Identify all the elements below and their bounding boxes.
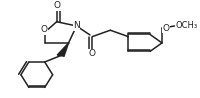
- Polygon shape: [57, 43, 69, 56]
- Text: O: O: [53, 1, 60, 10]
- Text: O: O: [41, 25, 48, 34]
- Text: O: O: [162, 24, 169, 33]
- Text: N: N: [73, 21, 80, 30]
- Text: O: O: [89, 49, 96, 58]
- Text: OCH₃: OCH₃: [175, 21, 198, 30]
